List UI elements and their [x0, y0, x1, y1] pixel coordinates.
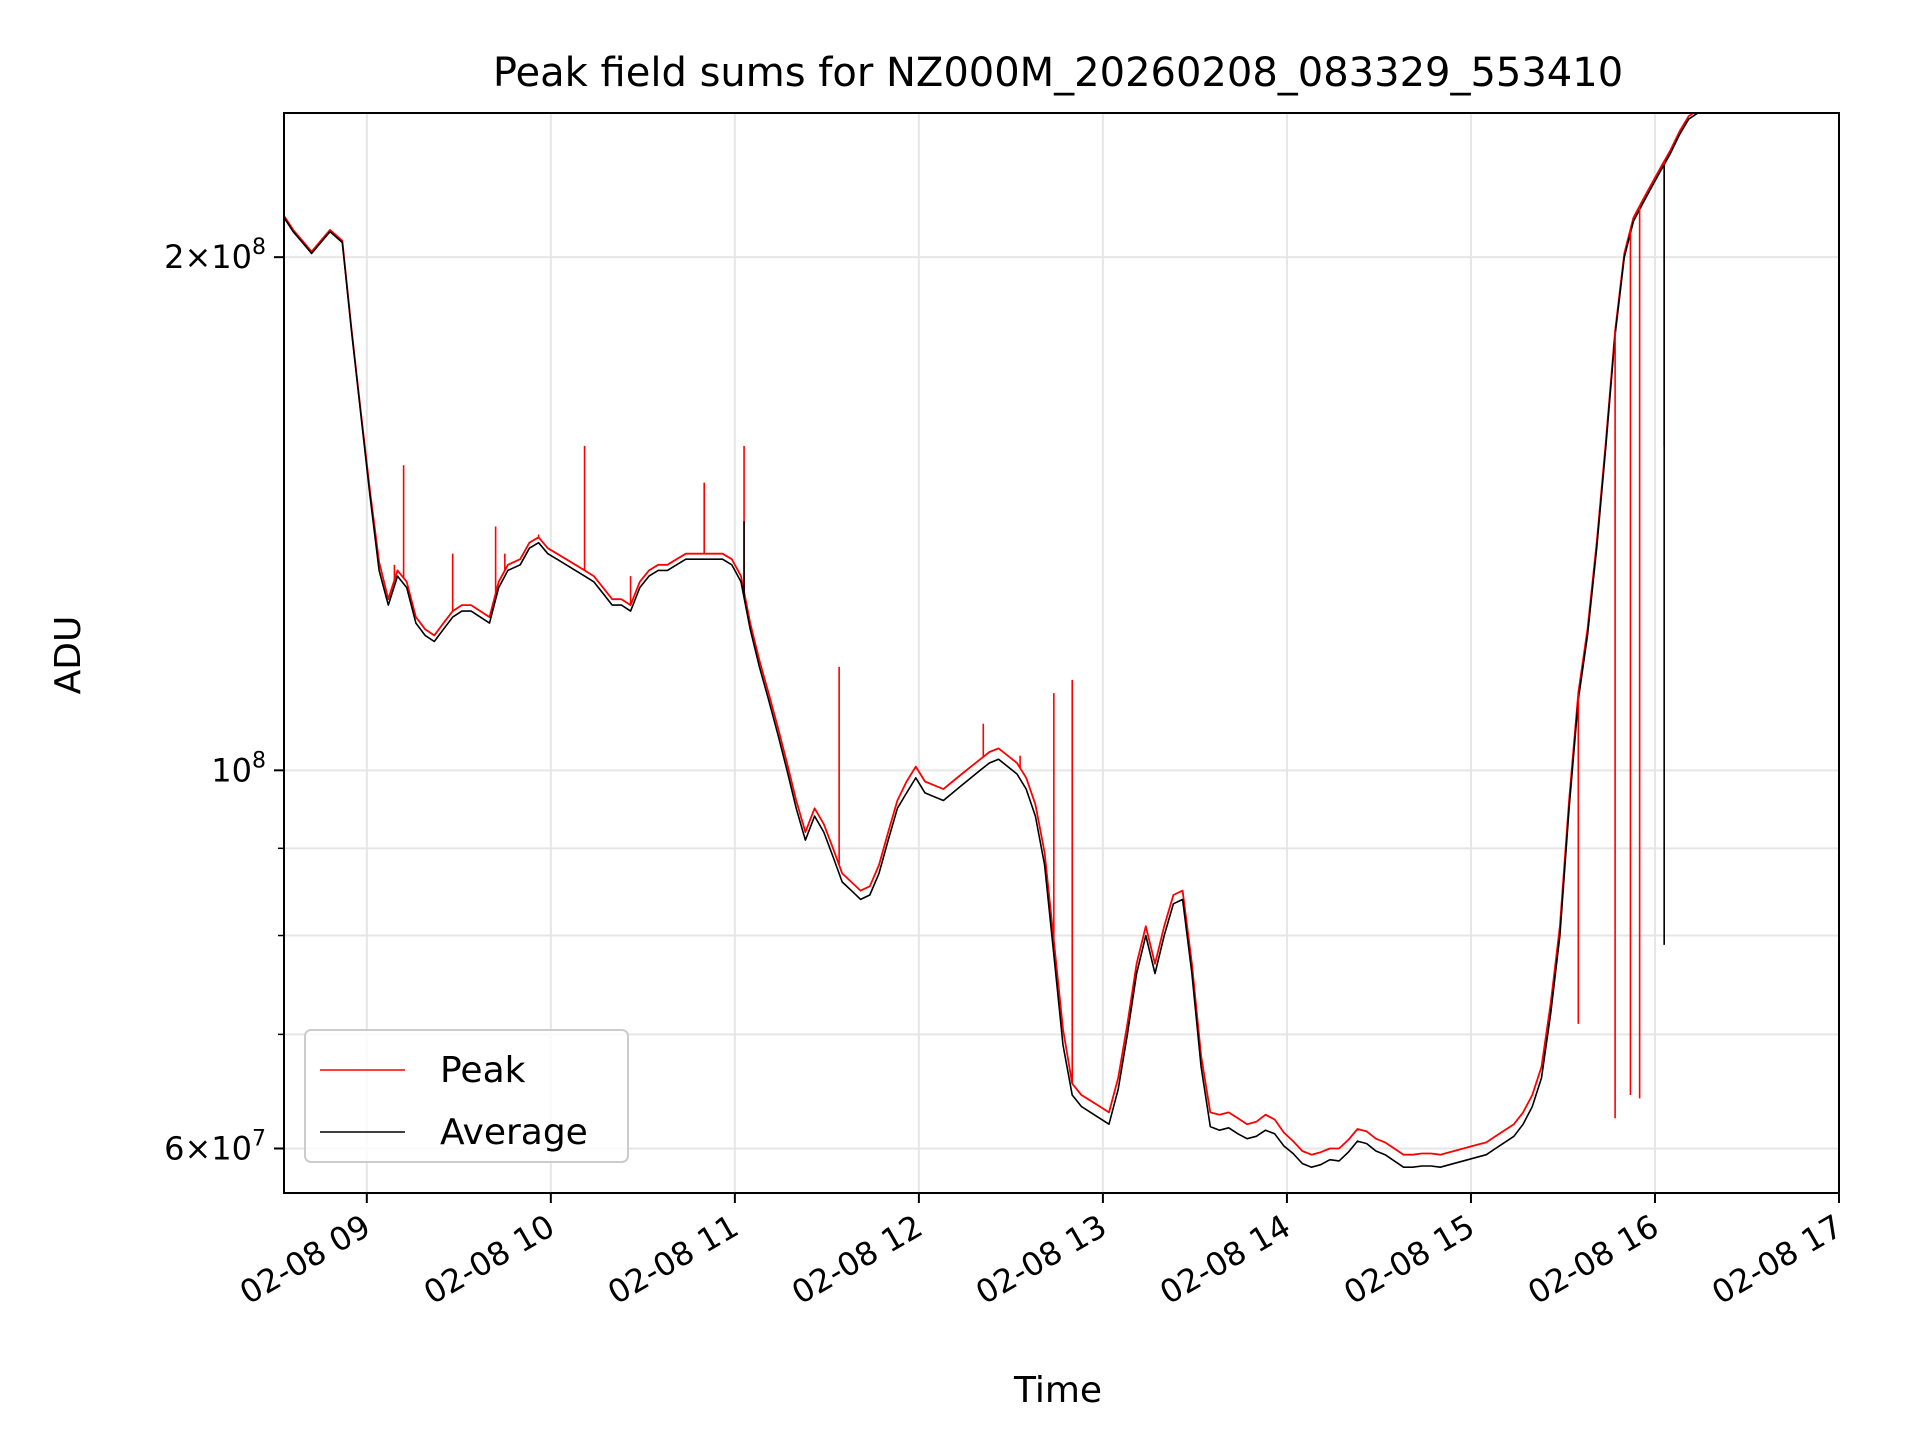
y-axis-label: ADU: [48, 616, 89, 695]
legend-label-average: Average: [440, 1112, 588, 1153]
series-group: [284, 113, 1699, 1168]
x-axis-label: Time: [1013, 1370, 1102, 1411]
peak-series-line: [284, 113, 1696, 1156]
legend-box: [304, 1029, 629, 1163]
average-series-line: [284, 113, 1699, 1168]
y-tick-label: 108: [211, 748, 266, 789]
chart-title: Peak field sums for NZ000M_20260208_0833…: [493, 50, 1623, 96]
y-tick-label: 2×108: [164, 235, 266, 276]
plot-lines: [284, 113, 1699, 1168]
y-tick-label: 6×107: [164, 1127, 266, 1168]
legend: Peak Average: [304, 1029, 629, 1163]
legend-label-peak: Peak: [440, 1050, 526, 1091]
plot-frame: [283, 112, 1840, 1194]
